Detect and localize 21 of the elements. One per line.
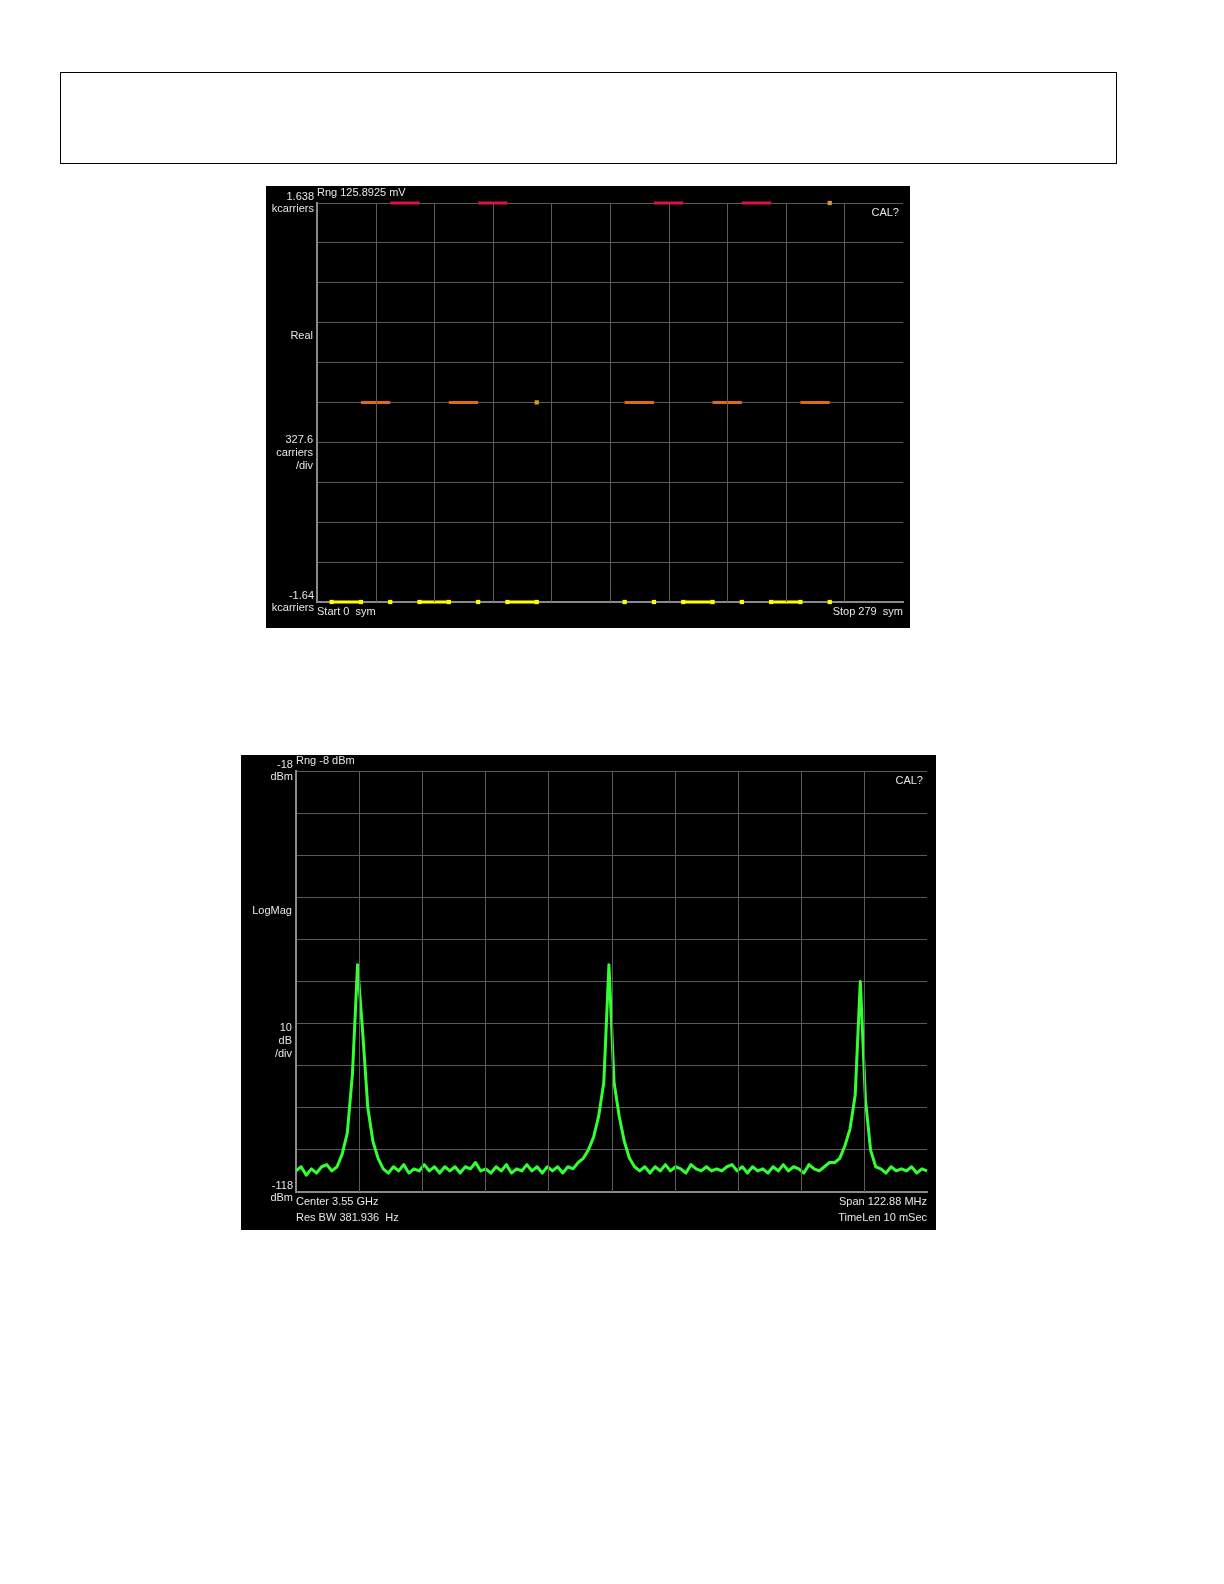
text: LogMag 10 dB /div — [252, 904, 292, 1060]
text: TimeLen 10 mSec — [838, 1210, 928, 1223]
y-tick-label: -1.64 kcarriers — [271, 588, 315, 614]
annotation: CAL? — [871, 205, 899, 218]
point — [417, 599, 422, 605]
annotation: CAL? — [895, 773, 923, 786]
point — [534, 400, 539, 405]
text: Res BW 381.936 Hz — [296, 1210, 399, 1223]
text: Stop 279 sym — [832, 604, 903, 617]
point — [505, 599, 510, 605]
text: Rng -8 dBm — [296, 753, 355, 766]
text: Real 327.6 carriers /div — [276, 329, 313, 472]
point — [710, 599, 715, 605]
text: Span 122.88 MHz — [838, 1194, 927, 1207]
text: Center 3.55 GHz — [296, 1194, 379, 1207]
y-tick-label: -118 dBm — [270, 1178, 293, 1204]
y-tick-label: -18 dBm — [270, 757, 293, 783]
y-tick-label: 1.638 kcarriers — [271, 189, 315, 215]
point — [798, 599, 803, 605]
text: Rng 125.8925 mV — [317, 185, 407, 198]
text: Start 0 sym — [317, 604, 376, 617]
